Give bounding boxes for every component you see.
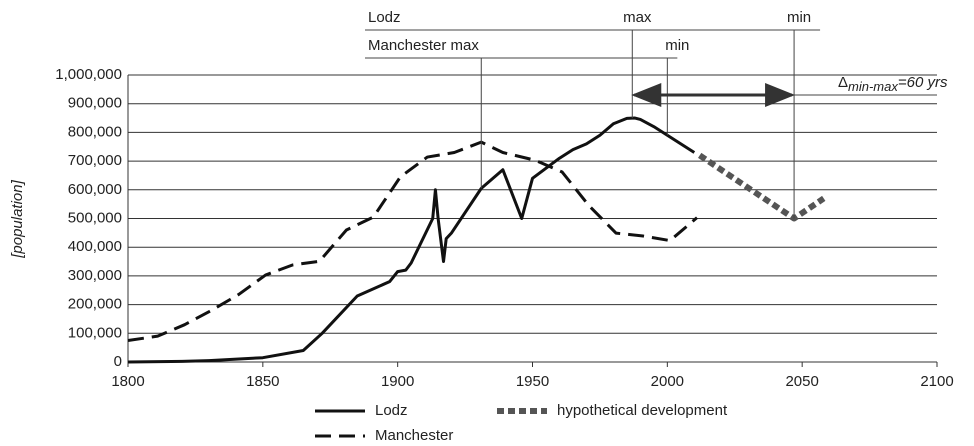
interval-text: =60 yrs (898, 74, 948, 91)
interval-symbol: Δ (838, 74, 848, 91)
y-tick-label: 200,000 (68, 296, 122, 313)
y-tick-label: 500,000 (68, 209, 122, 226)
interval-subscript: min-max (848, 79, 898, 94)
manchester-min-label: min (665, 37, 689, 54)
y-tick-label: 800,000 (68, 123, 122, 140)
legend-label: Lodz (375, 402, 408, 419)
legend-label: Manchester (375, 427, 453, 444)
y-tick-label: 400,000 (68, 238, 122, 255)
y-tick-label: 100,000 (68, 324, 122, 341)
x-tick-label: 2050 (785, 373, 818, 390)
x-tick-label: 1950 (516, 373, 549, 390)
lodz-max-label: max (623, 9, 652, 26)
x-tick-label: 1800 (111, 373, 144, 390)
y-tick-label: 600,000 (68, 181, 122, 198)
data-line (698, 152, 826, 222)
lodz-marker-label: Lodz (368, 9, 401, 26)
data-line (127, 116, 696, 364)
y-tick-label: 700,000 (68, 152, 122, 169)
x-tick-label: 1900 (381, 373, 414, 390)
y-tick-label: 300,000 (68, 267, 122, 284)
interval-label: Δmin-max=60 yrs (838, 74, 948, 94)
y-axis-label: [population] (9, 179, 26, 258)
data-line (127, 140, 698, 342)
x-tick-label: 2000 (651, 373, 684, 390)
manchester-marker-label: Manchester max (368, 37, 479, 54)
y-tick-label: 1,000,000 (55, 66, 122, 83)
lodz-min-label: min (787, 9, 811, 26)
y-tick-label: 0 (114, 353, 122, 370)
x-tick-label: 1850 (246, 373, 279, 390)
legend-label: hypothetical development (557, 402, 728, 419)
y-tick-label: 900,000 (68, 95, 122, 112)
x-tick-label: 2100 (920, 373, 953, 390)
